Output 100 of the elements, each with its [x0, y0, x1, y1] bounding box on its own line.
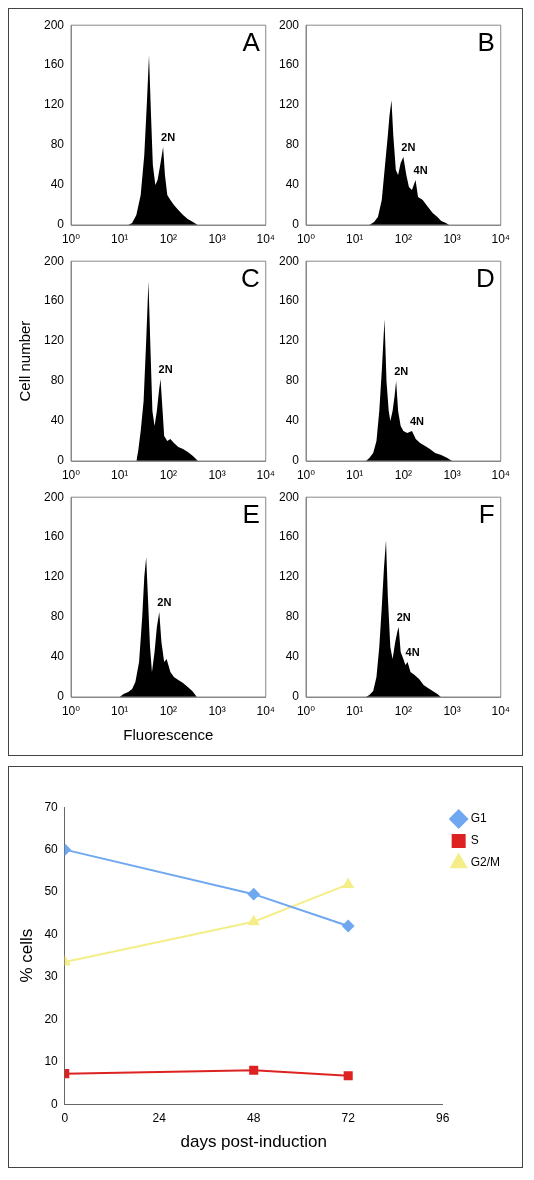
y-tick-label: 20	[44, 1011, 59, 1026]
annotation: 2N	[401, 140, 416, 153]
annotation: A	[242, 27, 261, 58]
x-tick-label: 10⁴	[256, 231, 276, 246]
annotation: B	[477, 27, 495, 58]
annotation: 4N	[409, 414, 425, 427]
annotation: F	[478, 499, 495, 530]
annotation: 2N	[158, 362, 173, 375]
y-tick-label: 160	[278, 57, 300, 72]
y-tick-label: 160	[43, 529, 65, 544]
y-tick-label: 120	[43, 97, 65, 112]
annotation: D	[475, 263, 495, 294]
y-tick-label: 70	[44, 799, 59, 814]
y-tick-label: 200	[278, 253, 300, 268]
y-tick-label: 80	[50, 373, 65, 388]
y-axis-title: Cell number	[16, 320, 34, 402]
y-tick-label: 120	[43, 333, 65, 348]
y-tick-label: 80	[50, 609, 65, 624]
y-tick-label: 40	[50, 649, 65, 664]
y-tick-label: 120	[278, 333, 300, 348]
y-tick-label: 120	[278, 97, 300, 112]
y-tick-label: 40	[285, 649, 300, 664]
x-axis-title: days post-induction	[180, 1132, 327, 1152]
y-tick-label: 10	[44, 1054, 59, 1069]
x-tick-label: 48	[247, 1110, 261, 1125]
x-tick-label: 72	[341, 1110, 356, 1125]
y-tick-label: 80	[285, 373, 300, 388]
point	[342, 878, 354, 888]
x-tick-label: 10⁰	[61, 703, 81, 718]
x-tick-label: 10⁴	[491, 703, 511, 718]
y-tick-label: 80	[50, 137, 65, 152]
point	[343, 1071, 353, 1081]
legend-label: G1	[470, 811, 487, 826]
y-tick-label: 40	[50, 413, 65, 428]
annotation: 2N	[394, 364, 409, 377]
x-tick-label: 10¹	[111, 231, 129, 246]
x-tick-label: 10²	[394, 231, 413, 246]
y-tick-label: 0	[51, 1096, 59, 1111]
y-tick-label: 40	[50, 177, 65, 192]
y-tick-label: 160	[43, 293, 65, 308]
x-tick-label: 10¹	[346, 703, 364, 718]
x-tick-label: 10¹	[111, 467, 129, 482]
annotation: 2N	[157, 595, 172, 608]
x-tick-label: 10¹	[346, 467, 364, 482]
x-tick-label: 24	[152, 1110, 167, 1125]
y-tick-label: 0	[57, 453, 65, 468]
y-tick-label: 0	[292, 689, 300, 704]
x-tick-label: 10⁰	[61, 467, 81, 482]
annotation: 2N	[161, 130, 176, 143]
x-tick-label: 10²	[394, 703, 413, 718]
y-tick-label: 80	[285, 609, 300, 624]
x-tick-label: 10⁴	[256, 703, 276, 718]
x-tick-label: 10⁴	[256, 467, 276, 482]
y-tick-label: 40	[285, 177, 300, 192]
x-tick-label: 10⁴	[491, 467, 511, 482]
point	[342, 920, 355, 932]
x-tick-label: 10⁰	[296, 703, 316, 718]
y-tick-label: 200	[43, 17, 65, 32]
y-tick-label: 200	[278, 17, 300, 32]
y-tick-label: 40	[285, 413, 300, 428]
x-tick-label: 10³	[443, 467, 461, 482]
y-tick-label: 40	[44, 926, 59, 941]
point	[249, 1065, 259, 1075]
x-tick-label: 10⁰	[296, 231, 316, 246]
y-tick-label: 50	[44, 884, 59, 899]
x-tick-label: 10³	[208, 703, 226, 718]
x-tick-label: 10⁰	[296, 467, 316, 482]
y-axis-title: % cells	[16, 928, 36, 983]
x-tick-label: 96	[435, 1110, 450, 1125]
y-tick-label: 200	[43, 253, 65, 268]
y-tick-label: 80	[285, 137, 300, 152]
x-tick-label: 10²	[159, 231, 178, 246]
x-axis-title: Fluorescence	[123, 726, 214, 744]
y-tick-label: 0	[292, 217, 300, 232]
x-tick-label: 10²	[159, 467, 178, 482]
x-tick-label: 10¹	[346, 231, 364, 246]
y-tick-label: 160	[278, 293, 300, 308]
y-tick-label: 0	[57, 689, 65, 704]
annotation: E	[242, 499, 260, 530]
legend-label: G2/M	[470, 855, 501, 870]
x-tick-label: 10¹	[111, 703, 129, 718]
legend-label: S	[470, 833, 479, 848]
x-tick-label: 10⁴	[491, 231, 511, 246]
y-tick-label: 200	[278, 489, 300, 504]
y-tick-label: 0	[292, 453, 300, 468]
x-tick-label: 10³	[208, 467, 226, 482]
x-tick-label: 10³	[208, 231, 226, 246]
x-tick-label: 10⁰	[61, 231, 81, 246]
annotation: 4N	[405, 645, 420, 658]
annotation: C	[240, 263, 260, 294]
y-tick-label: 120	[43, 569, 65, 584]
x-tick-label: 10³	[443, 703, 461, 718]
x-tick-label: 10³	[443, 231, 461, 246]
point	[248, 915, 260, 926]
y-tick-label: 160	[278, 529, 300, 544]
x-tick-label: 10²	[159, 703, 178, 718]
y-tick-label: 0	[57, 217, 65, 232]
y-tick-label: 160	[43, 57, 65, 72]
point	[247, 888, 260, 901]
x-tick-label: 10²	[394, 467, 413, 482]
